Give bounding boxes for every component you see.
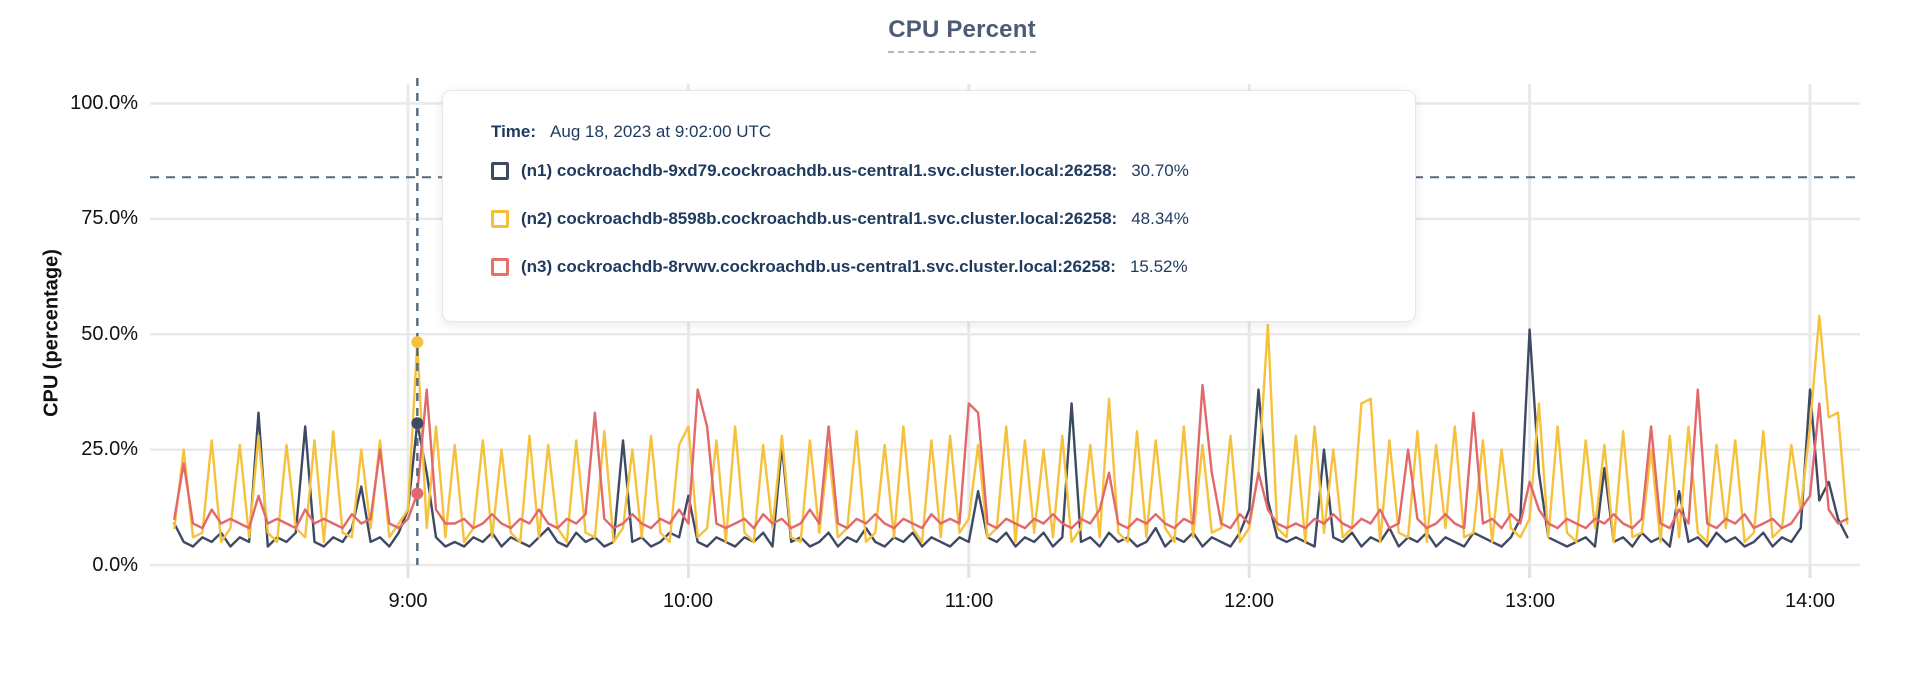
tooltip-time-value: Aug 18, 2023 at 9:02:00 UTC [550, 122, 772, 141]
tooltip-time-row: Time: Aug 18, 2023 at 9:02:00 UTC [491, 121, 1375, 143]
y-tick-label: 100.0% [70, 92, 138, 114]
chart-title[interactable]: CPU Percent [888, 16, 1036, 53]
y-tick-label: 25.0% [81, 438, 138, 460]
x-tick-label: 13:00 [1504, 590, 1556, 612]
series-n1-value: 30.70% [1131, 161, 1189, 180]
series-n1-label: (n1) cockroachdb-9xd79.cockroachdb.us-ce… [521, 161, 1118, 180]
series-n3-label: (n3) cockroachdb-8rvwv.cockroachdb.us-ce… [521, 257, 1116, 276]
tooltip-series-row: (n1) cockroachdb-9xd79.cockroachdb.us-ce… [491, 158, 1375, 184]
y-tick-label: 0.0% [92, 554, 138, 576]
x-tick-label: 12:00 [1223, 590, 1275, 612]
x-tick-label: 10:00 [662, 590, 714, 612]
x-tick-label: 9:00 [388, 590, 428, 612]
series-n3-swatch-icon [491, 258, 509, 276]
series-n2-label: (n2) cockroachdb-8598b.cockroachdb.us-ce… [521, 209, 1118, 228]
series-n2-value: 48.34% [1131, 209, 1189, 228]
y-tick-label: 75.0% [81, 207, 138, 229]
series-n2-swatch-icon [491, 210, 509, 228]
tooltip-series-row: (n2) cockroachdb-8598b.cockroachdb.us-ce… [491, 206, 1375, 232]
tooltip-series-row: (n3) cockroachdb-8rvwv.cockroachdb.us-ce… [491, 254, 1375, 280]
x-tick-label: 11:00 [944, 590, 994, 612]
series-n1-swatch-icon [491, 162, 509, 180]
series-n3-value: 15.52% [1129, 257, 1188, 276]
y-tick-label: 50.0% [81, 323, 138, 345]
hover-tooltip: Time: Aug 18, 2023 at 9:02:00 UTC (n1) co… [442, 90, 1416, 322]
x-tick-label: 14:00 [1784, 590, 1836, 612]
tooltip-time-label: Time: [491, 122, 537, 141]
